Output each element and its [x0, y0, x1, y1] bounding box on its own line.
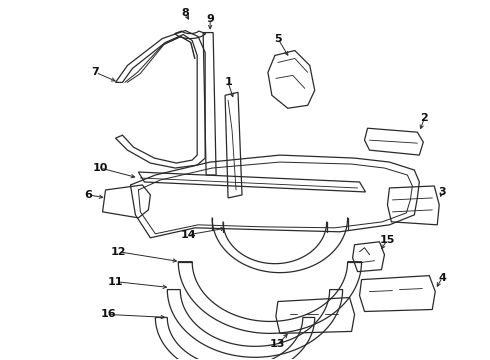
Text: 10: 10 — [93, 163, 108, 173]
Text: 2: 2 — [420, 113, 428, 123]
Text: 5: 5 — [274, 33, 282, 44]
Text: 7: 7 — [92, 67, 99, 77]
Text: 15: 15 — [380, 235, 395, 245]
Text: 13: 13 — [270, 339, 286, 349]
Text: 9: 9 — [206, 14, 214, 24]
Text: 3: 3 — [439, 187, 446, 197]
Text: 12: 12 — [111, 247, 126, 257]
Text: 6: 6 — [85, 190, 93, 200]
Text: 1: 1 — [224, 77, 232, 87]
Text: 14: 14 — [180, 230, 196, 240]
Text: 8: 8 — [181, 8, 189, 18]
Text: 11: 11 — [108, 276, 123, 287]
Text: 4: 4 — [438, 273, 446, 283]
Text: 16: 16 — [101, 310, 116, 319]
